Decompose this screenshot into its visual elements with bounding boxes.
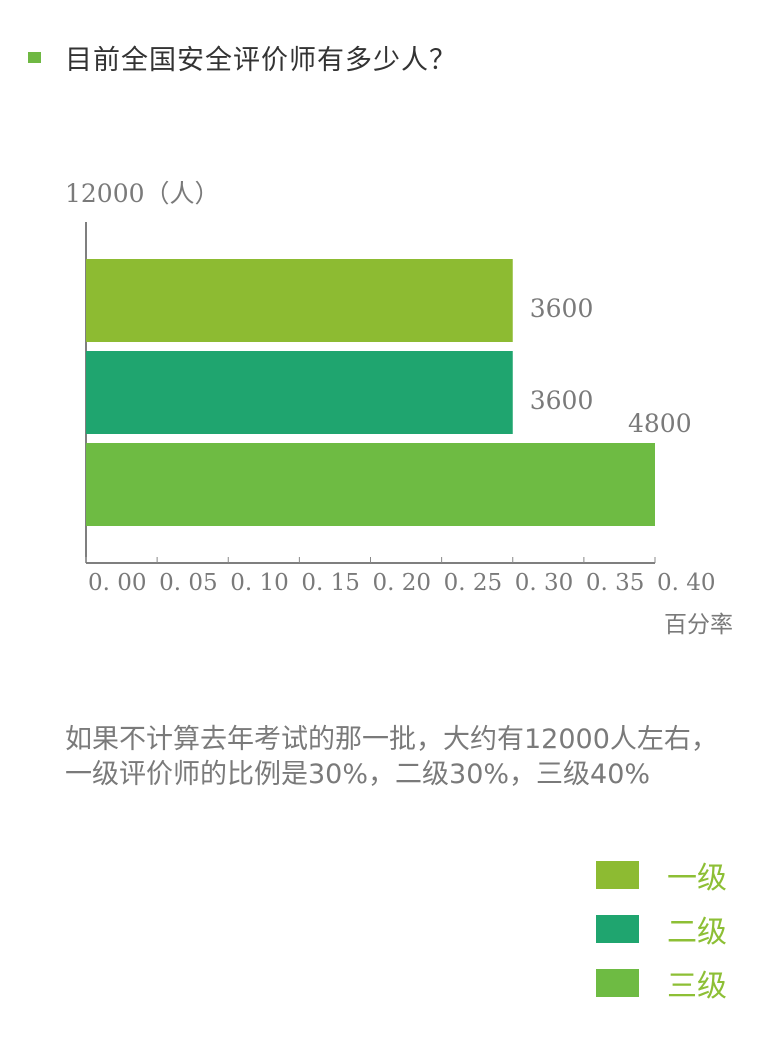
bar-2 bbox=[86, 351, 513, 434]
page-title: 目前全国安全评价师有多少人？ bbox=[65, 45, 457, 76]
legend-swatch-3 bbox=[596, 969, 639, 997]
y-axis-unit-label: 12000（人） bbox=[65, 179, 220, 208]
summary-text: 如果不计算去年考试的那一批，大约有12000人左右，一级评价师的比例是30%，二… bbox=[65, 724, 718, 790]
x-tick-label: 0. 15 bbox=[301, 570, 360, 596]
bar-value-label-3: 4800 bbox=[628, 409, 692, 438]
x-tick-label: 0. 40 bbox=[657, 570, 716, 596]
legend-label-2: 二级 bbox=[667, 915, 727, 950]
x-tick-label: 0. 25 bbox=[444, 570, 503, 596]
x-tick-label: 0. 05 bbox=[159, 570, 218, 596]
legend: 一级 二级 三级 bbox=[596, 848, 727, 1010]
legend-swatch-2 bbox=[596, 915, 639, 943]
legend-label-1: 一级 bbox=[667, 861, 727, 896]
legend-item-3: 三级 bbox=[596, 956, 727, 1010]
bar-value-label-1: 3600 bbox=[530, 294, 594, 323]
legend-swatch-1 bbox=[596, 861, 639, 889]
x-tick-label: 0. 10 bbox=[230, 570, 289, 596]
x-tick-label: 0. 35 bbox=[586, 570, 645, 596]
header: 目前全国安全评价师有多少人？ bbox=[28, 38, 457, 77]
bar-value-label-2: 3600 bbox=[530, 386, 594, 415]
bullet-square-icon bbox=[28, 52, 41, 63]
bar-1 bbox=[86, 259, 513, 342]
bar-3 bbox=[86, 443, 655, 526]
legend-item-2: 二级 bbox=[596, 902, 727, 956]
legend-item-1: 一级 bbox=[596, 848, 727, 902]
legend-label-3: 三级 bbox=[667, 969, 727, 1004]
x-tick-label: 0. 00 bbox=[88, 570, 147, 596]
x-axis-label: 百分率 bbox=[664, 612, 733, 638]
x-tick-label: 0. 20 bbox=[373, 570, 432, 596]
x-tick-label: 0. 30 bbox=[515, 570, 574, 596]
bar-chart: 12000（人） 0. 00 0. 05 0. 10 0. 15 0. 20 0. 25 0.… bbox=[65, 179, 733, 638]
